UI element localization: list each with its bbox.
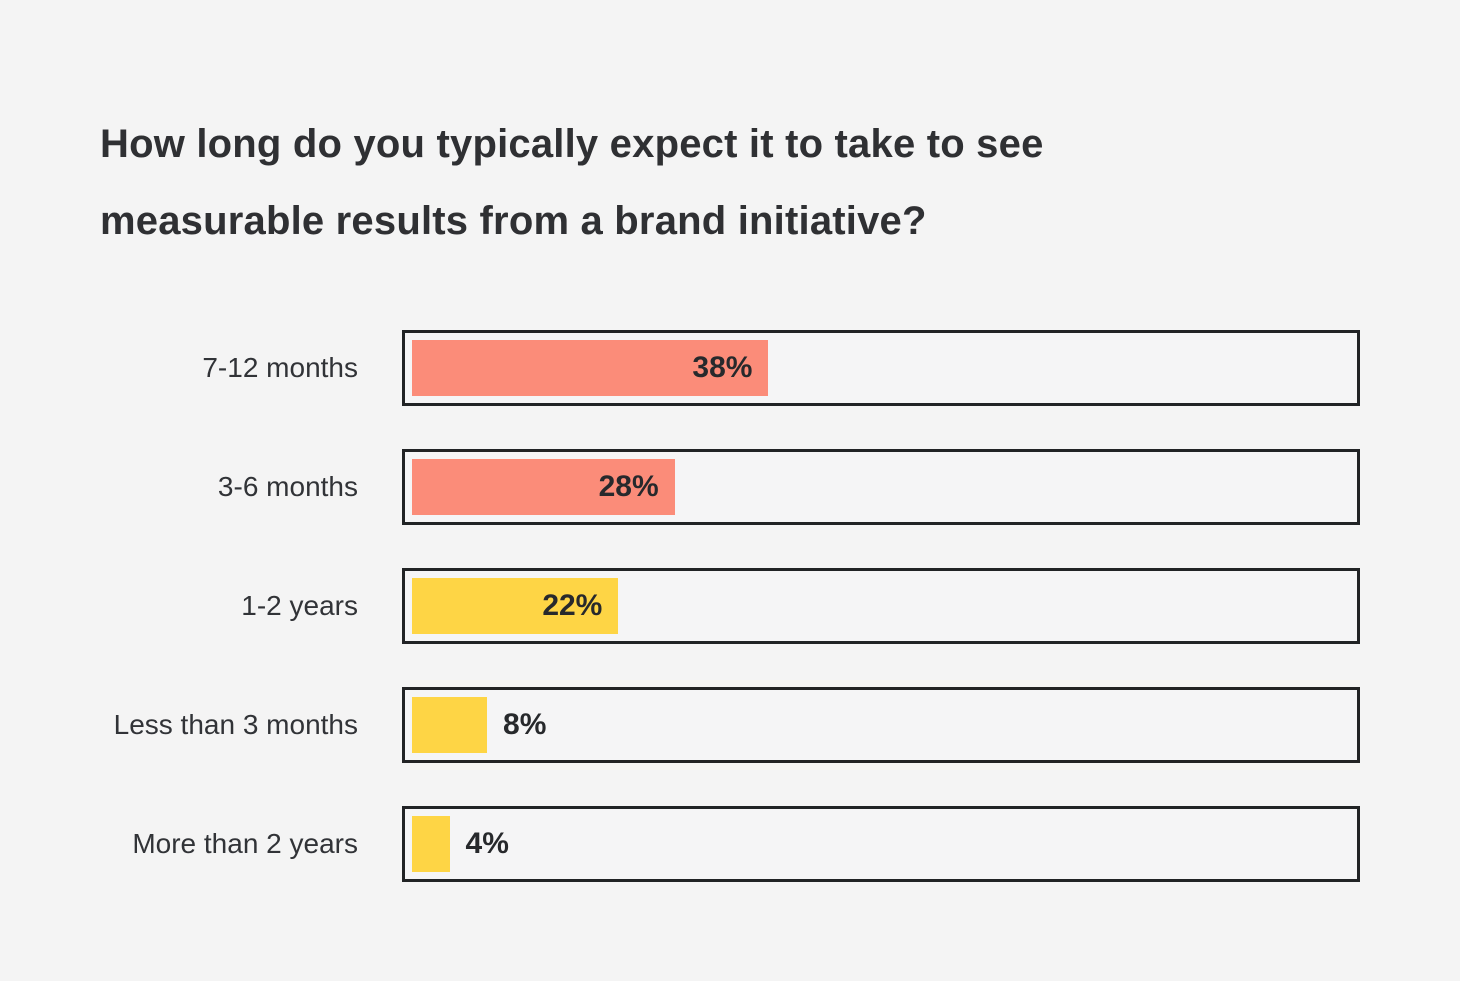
bar-fill (412, 816, 450, 872)
category-label: 7-12 months (202, 352, 358, 383)
bar-fill: 38% (412, 340, 769, 396)
bar-track: 8% (402, 687, 1360, 763)
chart-title: How long do you typically expect it to t… (100, 106, 1360, 260)
bar-track: 4% (402, 806, 1360, 882)
value-label: 4% (465, 827, 509, 860)
chart-row: 1-2 years 22% (100, 568, 1360, 644)
chart-row: 7-12 months 38% (100, 330, 1360, 406)
bar-fill: 22% (412, 578, 619, 634)
bar-track: 38% (402, 330, 1360, 406)
chart-row: Less than 3 months 8% (100, 687, 1360, 763)
bar-fill (412, 697, 488, 753)
bar-chart: 7-12 months 38% 3-6 months 28% 1-2 years (100, 330, 1360, 882)
bar-track: 22% (402, 568, 1360, 644)
category-label: More than 2 years (132, 828, 358, 859)
chart-title-line-1: How long do you typically expect it to t… (100, 122, 1044, 166)
value-label: 22% (542, 589, 603, 622)
value-label: 38% (692, 351, 753, 384)
chart-title-line-2: measurable results from a brand initiati… (100, 199, 927, 243)
chart-row: More than 2 years 4% (100, 806, 1360, 882)
category-label: 1-2 years (241, 590, 358, 621)
value-label: 8% (503, 708, 547, 741)
category-label: Less than 3 months (113, 709, 358, 740)
bar-track: 28% (402, 449, 1360, 525)
value-label: 28% (598, 470, 659, 503)
bar-fill: 28% (412, 459, 675, 515)
category-label: 3-6 months (217, 471, 358, 502)
chart-row: 3-6 months 28% (100, 449, 1360, 525)
